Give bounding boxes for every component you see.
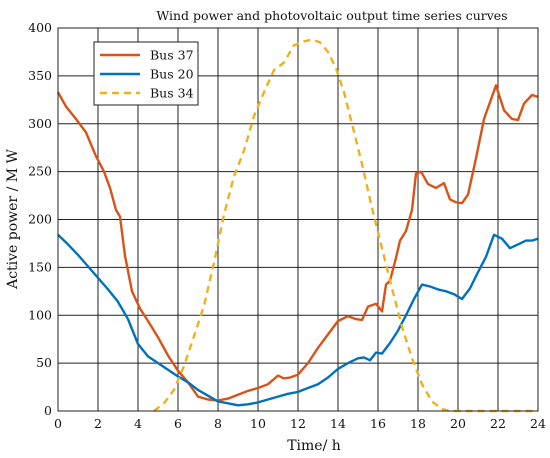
x-tick-label: 22 [490, 416, 506, 431]
y-tick-label: 50 [36, 355, 52, 370]
x-tick-label: 24 [530, 416, 546, 431]
x-tick-label: 0 [54, 416, 62, 431]
ticks: 0 2 4 6 8 10 12 14 16 18 20 22 240501001502002503003… [28, 20, 546, 431]
y-axis-label: Active power / M W [5, 148, 21, 289]
y-tick-label: 400 [28, 20, 52, 35]
x-tick-label: 18 [410, 416, 426, 431]
y-tick-label: 300 [28, 116, 52, 131]
y-tick-label: 250 [28, 164, 52, 179]
x-tick-label: 8 [214, 416, 222, 431]
series-line-2 [57, 233, 539, 407]
x-tick-label: 4 [134, 416, 142, 431]
y-tick-label: 150 [28, 259, 52, 274]
x-tick-label: 16 [370, 416, 386, 431]
x-tick-label: 14 [330, 416, 346, 431]
y-tick-label: 350 [28, 68, 52, 83]
x-tick-label: 2 [94, 416, 102, 431]
legend-label: Bus 34 [150, 86, 194, 101]
legend-label: Bus 37 [150, 48, 194, 63]
series-line-3 [153, 38, 538, 413]
y-tick-label: 100 [28, 307, 52, 322]
chart-title: Wind power and photovoltaic output time … [156, 8, 507, 23]
legend-label: Bus 20 [150, 67, 194, 82]
x-tick-label: 12 [290, 416, 306, 431]
x-axis-label: Time/ h [287, 438, 341, 454]
x-tick-label: 6 [174, 416, 182, 431]
x-tick-label: 20 [450, 416, 466, 431]
y-tick-label: 0 [44, 403, 52, 418]
plot-frame [57, 27, 539, 412]
x-tick-label: 10 [250, 416, 266, 431]
series-layer [56, 38, 539, 413]
legend: Bus 37 Bus 20 Bus 34 [93, 41, 199, 106]
series-line-1 [56, 84, 539, 402]
y-tick-label: 200 [28, 212, 52, 227]
